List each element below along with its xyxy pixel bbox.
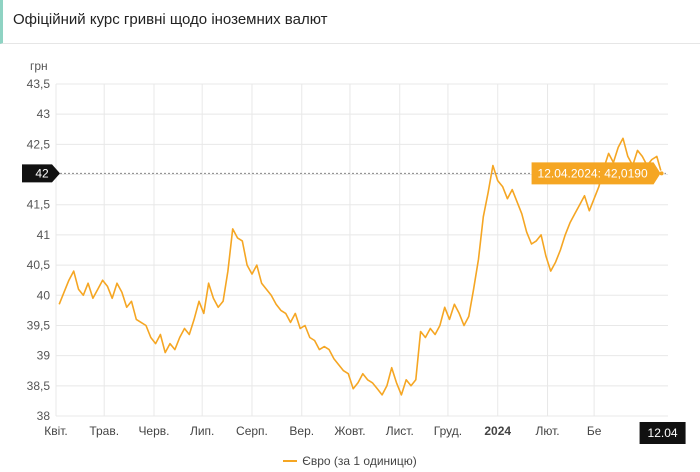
x-tick-label: Трав.	[89, 424, 119, 438]
exchange-rate-chart[interactable]: грн 38 38,5 39 39,5 40 40,5 41 41,5 42 42,5 43 43,5…	[0, 44, 700, 451]
x-tick-label: Бе	[587, 424, 602, 438]
series-layer	[58, 137, 663, 396]
y-tick-label: 43,5	[27, 77, 51, 91]
x-tick-label: Черв.	[138, 424, 169, 438]
crosshair-overlay: 42 12.04.2024: 42,0190 12.04	[22, 162, 686, 444]
x-axis: Квіт. Трав. Черв. Лип. Серп. Вер. Жовт. Лист. Гр…	[44, 424, 601, 438]
crosshair-x-value: 12.04	[648, 426, 678, 440]
y-tick-label: 38	[37, 409, 51, 423]
page-header: Офіційний курс гривні щодо іноземних вал…	[0, 0, 700, 44]
y-axis-unit-label: грн	[30, 59, 48, 73]
x-tick-label: Серп.	[236, 424, 268, 438]
x-tick-label: Лип.	[190, 424, 214, 438]
x-tick-label: Лист.	[386, 424, 414, 438]
y-tick-label: 41,5	[27, 198, 51, 212]
chart-legend[interactable]: Євро (за 1 одиницю)	[0, 451, 700, 471]
y-tick-label: 39	[37, 349, 51, 363]
y-tick-label: 41	[37, 228, 51, 242]
page-title: Офіційний курс гривні щодо іноземних вал…	[13, 11, 328, 28]
crosshair-y-flag	[22, 164, 60, 183]
y-tick-label: 40,5	[27, 258, 51, 272]
legend-label-euro: Євро (за 1 одиницю)	[302, 454, 417, 468]
y-tick-label: 43	[37, 107, 51, 121]
y-tick-label: 38,5	[27, 379, 51, 393]
y-tick-label: 42,5	[27, 137, 51, 151]
chart-grid	[55, 83, 668, 417]
tooltip-text: 12.04.2024: 42,0190	[538, 166, 648, 180]
legend-swatch	[283, 460, 298, 462]
crosshair-x-flag	[639, 422, 686, 444]
x-tick-label: Груд.	[434, 424, 462, 438]
x-tick-label: 2024	[484, 424, 511, 438]
y-tick-label: 39,5	[27, 318, 51, 332]
x-tick-label: Квіт.	[44, 424, 68, 438]
x-tick-label: Жовт.	[334, 424, 365, 438]
series-line-euro	[58, 137, 663, 396]
tooltip-box	[531, 162, 661, 185]
crosshair-y-value: 42	[35, 166, 49, 180]
x-tick-label: Лют.	[535, 424, 559, 438]
x-tick-label: Вер.	[289, 424, 314, 438]
y-tick-label: 40	[37, 288, 51, 302]
y-axis: 38 38,5 39 39,5 40 40,5 41 41,5 42 42,5 43 43,5	[27, 77, 51, 423]
